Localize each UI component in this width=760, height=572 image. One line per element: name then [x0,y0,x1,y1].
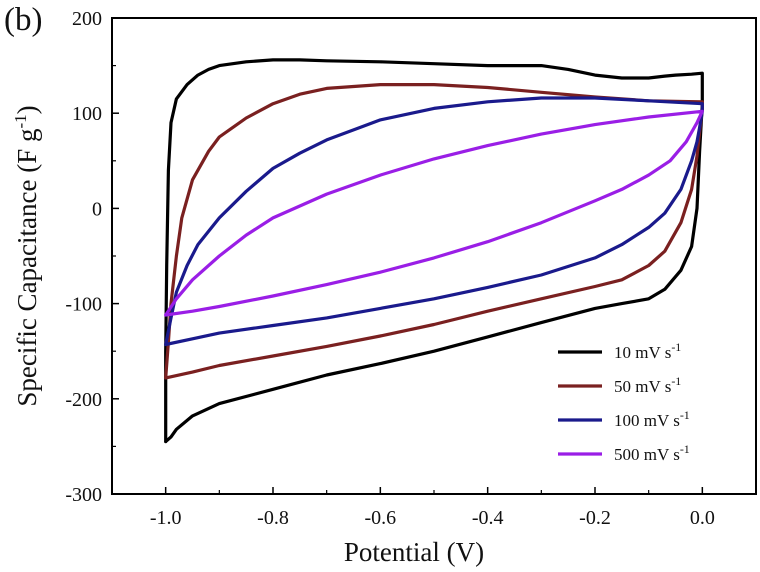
legend-label: 10 mV s-1 [614,340,681,362]
series-line [164,109,704,317]
y-tick-label: -200 [65,389,102,411]
y-tick-label: 100 [72,103,102,125]
y-tick-label: -100 [65,294,102,316]
series-line [164,96,704,347]
legend-label: 500 mV s-1 [614,442,690,464]
series-line [164,58,704,444]
legend: 10 mV s-1 50 mV s-1 100 mV s-1 500 mV s-1 [558,340,690,464]
y-tick-label: 0 [92,198,102,220]
x-tick-label: 0.0 [690,507,715,529]
x-tick-label: -0.6 [364,507,396,529]
x-tick-label: -0.4 [472,507,504,529]
y-axis-title: Specific Capacitance (F g-1) [11,105,42,406]
x-axis-title: Potential (V) [344,537,484,567]
x-tick-label: -1.0 [150,507,182,529]
series-line [164,83,704,380]
series-layer [164,58,704,444]
x-tick-label: -0.8 [257,507,289,529]
y-axis: -300 -200 -100 0 100 200 [65,8,119,506]
x-tick-label: -0.2 [579,507,611,529]
panel-label: (b) [4,2,43,38]
legend-label: 100 mV s-1 [614,408,690,430]
y-tick-label: 200 [72,8,102,30]
y-tick-label: -300 [65,484,102,506]
x-axis: -1.0 -0.8 -0.6 -0.4 -0.2 0.0 [111,487,757,529]
legend-label: 50 mV s-1 [614,374,681,396]
